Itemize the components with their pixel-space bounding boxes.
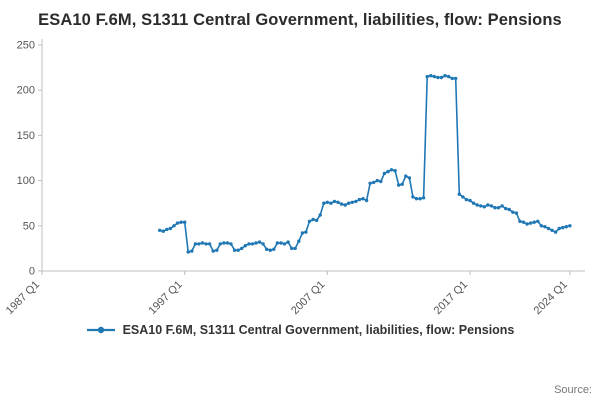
legend-label: ESA10 F.6M, S1311 Central Government, li… <box>122 323 515 338</box>
svg-text:250: 250 <box>17 40 35 52</box>
chart-legend[interactable]: ESA10 F.6M, S1311 Central Government, li… <box>0 323 600 337</box>
svg-text:2007 Q1: 2007 Q1 <box>289 279 327 317</box>
line-chart: 0 50 100 150 200 250 1987 Q1 1997 Q1 2007 Q1 2017… <box>4 39 585 317</box>
svg-text:150: 150 <box>17 130 35 142</box>
svg-text:2017 Q1: 2017 Q1 <box>432 279 470 317</box>
chart-title: ESA10 F.6M, S1311 Central Government, li… <box>38 11 562 29</box>
svg-text:0: 0 <box>29 266 35 278</box>
svg-text:200: 200 <box>17 85 35 97</box>
source-label: Source: <box>554 384 592 396</box>
svg-text:50: 50 <box>23 221 35 233</box>
svg-text:1987 Q1: 1987 Q1 <box>4 279 42 317</box>
svg-text:100: 100 <box>17 176 35 188</box>
legend-line-marker <box>86 327 115 334</box>
svg-text:2024 Q1: 2024 Q1 <box>532 279 570 317</box>
plot-area: 0 50 100 150 200 250 1987 Q1 1997 Q1 2007 Q1 2017… <box>0 31 600 329</box>
svg-text:1997 Q1: 1997 Q1 <box>146 279 184 317</box>
